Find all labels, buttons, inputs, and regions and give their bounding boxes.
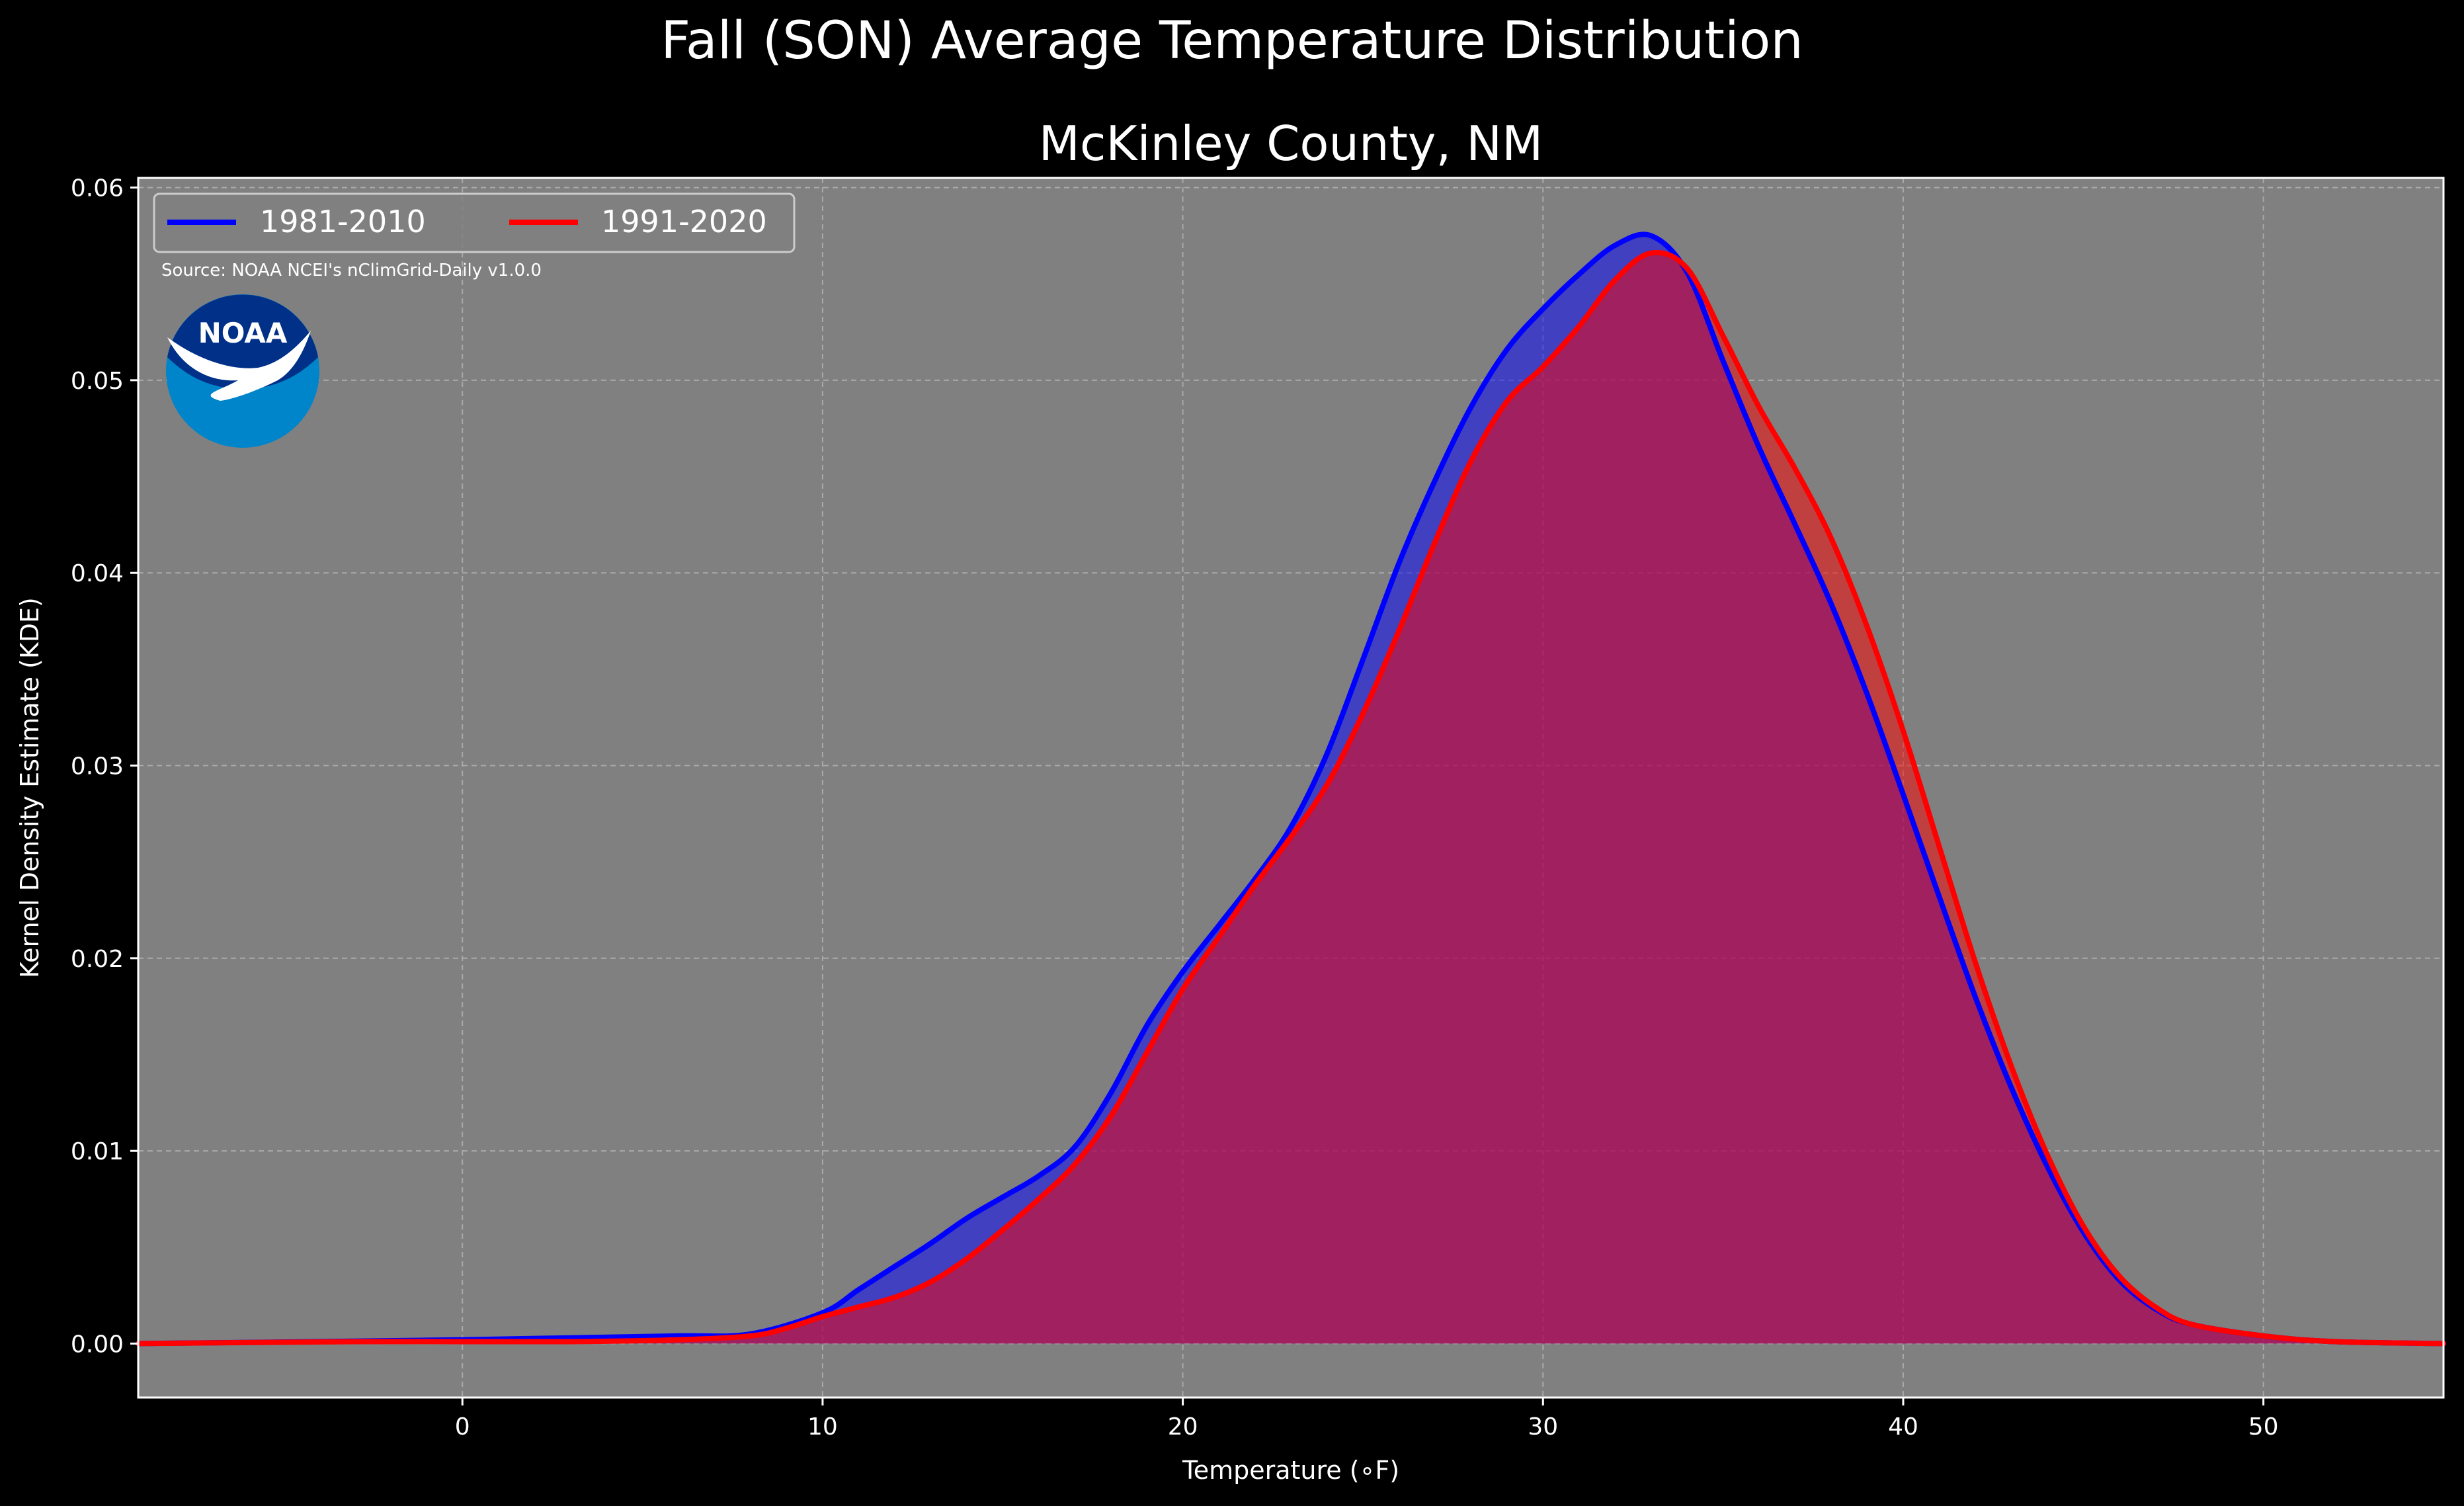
y-axis-label: Kernel Density Estimate (KDE) xyxy=(15,597,44,978)
noaa-logo: NOAA xyxy=(166,294,319,448)
y-tick-label: 0.00 xyxy=(71,1331,124,1358)
figure-suptitle: Fall (SON) Average Temperature Distribut… xyxy=(661,11,1803,71)
legend-box xyxy=(153,192,796,253)
x-axis-ticks: 0 10 20 30 40 50 xyxy=(455,1398,2279,1441)
x-axis-label: Temperature (∘F) xyxy=(1182,1456,1399,1485)
y-tick-label: 0.06 xyxy=(71,175,124,202)
y-tick-label: 0.05 xyxy=(71,368,124,395)
x-tick-label: 40 xyxy=(1888,1413,1918,1441)
y-tick-label: 0.01 xyxy=(71,1138,124,1165)
x-tick-label: 10 xyxy=(807,1413,838,1441)
plot-frame xyxy=(137,177,2445,1399)
legend: 1981-2010 1991-2020 xyxy=(153,192,796,253)
y-tick-label: 0.02 xyxy=(71,946,124,973)
noaa-logo-text: NOAA xyxy=(198,317,288,349)
y-tick-label: 0.03 xyxy=(71,753,124,780)
source-note: Source: NOAA NCEI's nClimGrid-Daily v1.0… xyxy=(161,261,542,280)
x-tick-label: 0 xyxy=(455,1413,470,1441)
x-tick-label: 30 xyxy=(1528,1413,1558,1441)
y-tick-label: 0.04 xyxy=(71,560,124,587)
legend-label-1991-2020: 1991-2020 xyxy=(601,204,767,239)
legend-label-1981-2010: 1981-2010 xyxy=(260,204,426,239)
series-fills xyxy=(138,234,2443,1344)
noaa-logo-gull xyxy=(167,331,311,401)
x-tick-label: 50 xyxy=(2248,1413,2279,1441)
y-axis-ticks: 0.00 0.01 0.02 0.03 0.04 0.05 0.06 xyxy=(71,175,138,1358)
series-line-1981-2010 xyxy=(136,231,2446,1347)
series-lines xyxy=(136,231,2446,1347)
chart-title: McKinley County, NM xyxy=(1039,116,1543,171)
series-line-1991-2020 xyxy=(136,249,2446,1347)
series-fill-1991-2020 xyxy=(138,252,2443,1344)
x-tick-label: 20 xyxy=(1168,1413,1198,1441)
